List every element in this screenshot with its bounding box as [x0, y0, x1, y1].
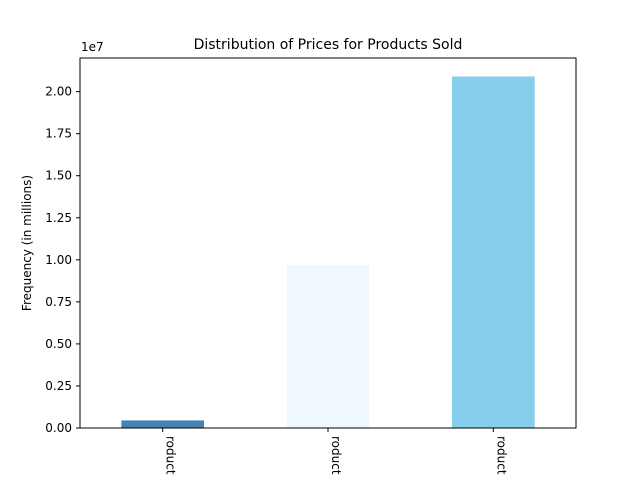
- bar-3: [452, 76, 535, 428]
- y-axis-label: Frequency (in millions): [20, 175, 34, 311]
- y-tick-label: 0.00: [45, 421, 72, 435]
- x-tick-label: roduct: [329, 436, 343, 475]
- chart-title: Distribution of Prices for Products Sold: [194, 37, 463, 53]
- y-tick-label: 1.75: [45, 127, 72, 141]
- y-tick-label: 0.25: [45, 379, 72, 393]
- y-tick-label: 0.50: [45, 337, 72, 351]
- bar-2: [286, 264, 370, 428]
- y-axis: 0.00 0.25 0.50 0.75 1.00 1.25 1.50 1.75 2.00: [45, 85, 80, 435]
- y-tick-label: 1.00: [45, 253, 72, 267]
- bars-layer: [121, 76, 535, 428]
- y-axis-offset-text: 1e7: [81, 40, 104, 54]
- x-axis: roduct roduct roduct: [162, 428, 508, 475]
- x-tick-label: roduct: [494, 436, 508, 475]
- x-tick-label: roduct: [164, 436, 178, 475]
- y-tick-label: 1.25: [45, 211, 72, 225]
- y-tick-label: 2.00: [45, 85, 72, 99]
- bar-1: [121, 420, 204, 428]
- y-tick-label: 0.75: [45, 295, 72, 309]
- y-tick-label: 1.50: [45, 169, 72, 183]
